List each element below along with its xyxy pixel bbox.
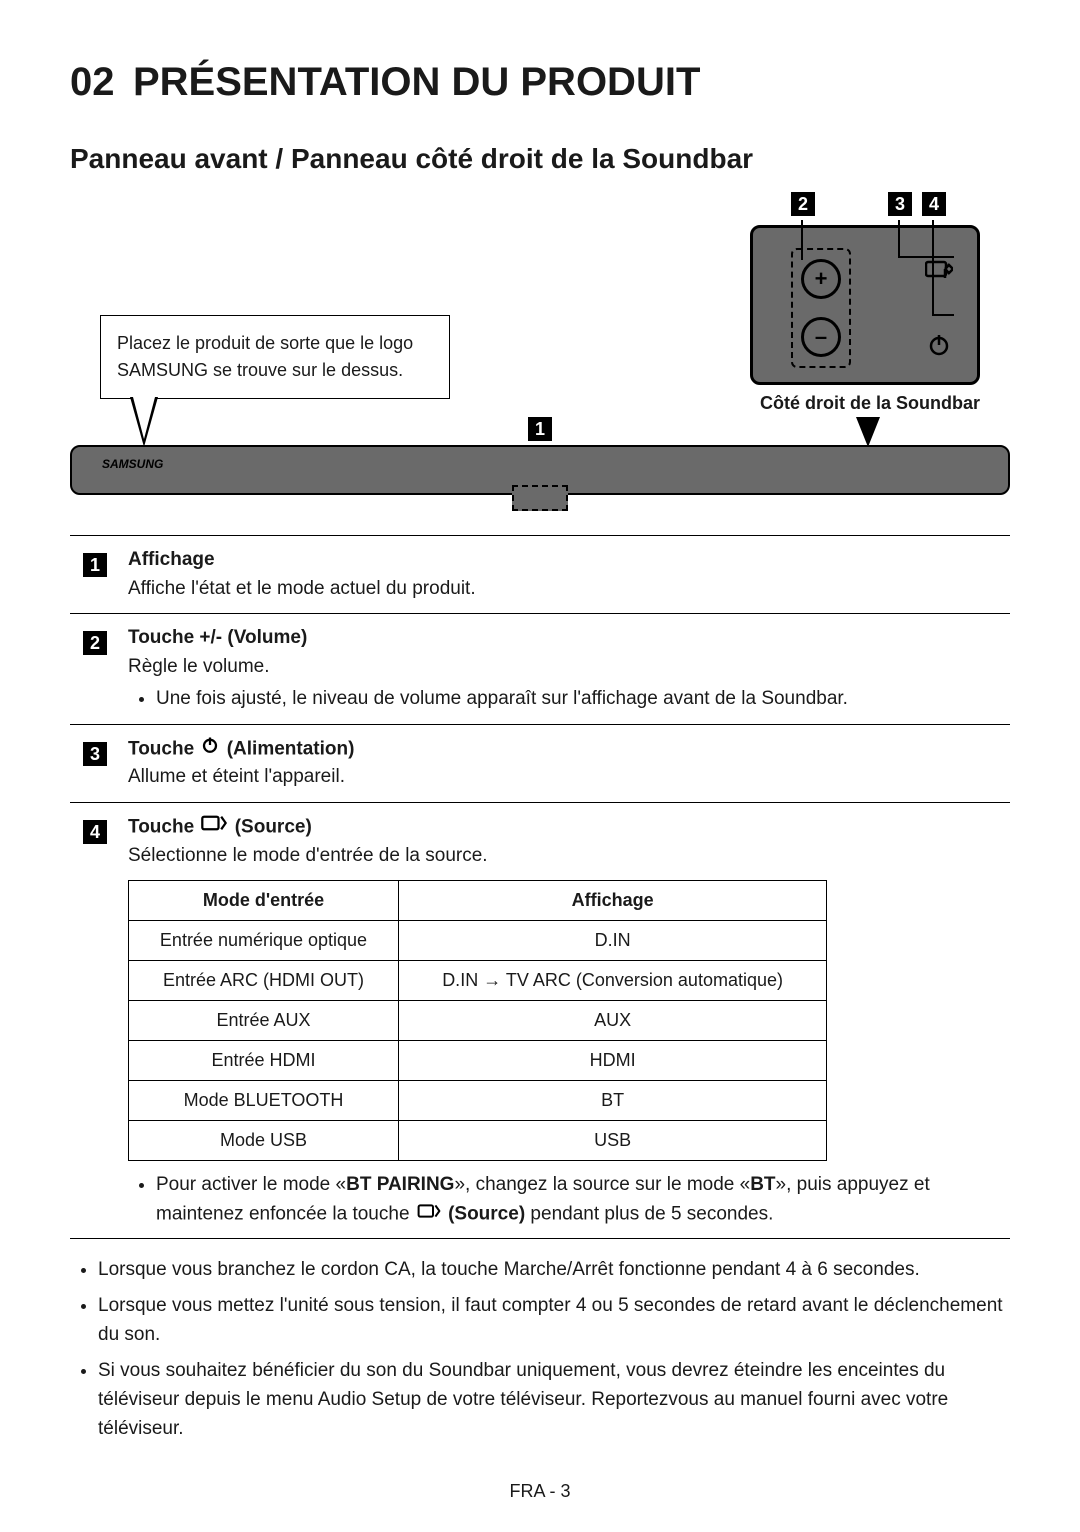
table-row: Mode BLUETOOTHBT bbox=[129, 1081, 827, 1121]
marker-2: 2 bbox=[791, 192, 815, 216]
power-icon bbox=[201, 735, 219, 764]
table-row: Entrée numérique optiqueD.IN bbox=[129, 921, 827, 961]
row-2-title: Touche +/- (Volume) bbox=[128, 624, 1002, 653]
row-3-title: Touche (Alimentation) bbox=[128, 735, 1002, 764]
section-number: 02 bbox=[70, 60, 115, 105]
marker-4: 4 bbox=[922, 192, 946, 216]
row-1-desc: Affiche l'état et le mode actuel du prod… bbox=[128, 575, 1002, 604]
desc-row-2: 2 Touche +/- (Volume) Règle le volume. U… bbox=[70, 614, 1010, 725]
th-mode: Mode d'entrée bbox=[129, 881, 399, 921]
row-3-desc: Allume et éteint l'appareil. bbox=[128, 763, 1002, 792]
table-row: Mode USBUSB bbox=[129, 1121, 827, 1161]
side-panel-label: Côté droit de la Soundbar bbox=[760, 393, 980, 414]
notes-list: Lorsque vous branchez le cordon CA, la t… bbox=[98, 1255, 1010, 1444]
volume-down-button: – bbox=[801, 317, 841, 357]
source-icon bbox=[201, 813, 227, 842]
power-icon bbox=[927, 333, 951, 362]
note-1: Lorsque vous branchez le cordon CA, la t… bbox=[98, 1255, 1010, 1284]
row-num-4: 4 bbox=[83, 820, 107, 844]
note-3: Si vous souhaitez bénéficier du son du S… bbox=[98, 1356, 1010, 1444]
row-num-3: 3 bbox=[83, 742, 107, 766]
row-num-1: 1 bbox=[83, 553, 107, 577]
marker-3: 3 bbox=[888, 192, 912, 216]
source-icon bbox=[417, 1200, 441, 1229]
desc-row-1: 1 Affichage Affiche l'état et le mode ac… bbox=[70, 536, 1010, 614]
soundbar-front: SAMSUNG bbox=[70, 445, 1010, 495]
page-number: FRA - 3 bbox=[0, 1481, 1080, 1502]
placement-callout: Placez le produit de sorte que le logo S… bbox=[100, 315, 450, 399]
row-2-desc: Règle le volume. bbox=[128, 653, 1002, 682]
row-4-footnote: Pour activer le mode «BT PAIRING», chang… bbox=[156, 1171, 1002, 1228]
subsection-title: Panneau avant / Panneau côté droit de la… bbox=[70, 143, 1010, 175]
table-row: Entrée HDMIHDMI bbox=[129, 1041, 827, 1081]
source-icon bbox=[925, 258, 953, 285]
table-row: Entrée AUXAUX bbox=[129, 1001, 827, 1041]
description-table: 1 Affichage Affiche l'état et le mode ac… bbox=[70, 535, 1010, 1239]
marker-1: 1 bbox=[528, 417, 552, 441]
desc-row-4: 4 Touche (Source) Sélectionne le mode d'… bbox=[70, 802, 1010, 1239]
volume-up-button: + bbox=[801, 259, 841, 299]
input-mode-table: Mode d'entrée Affichage Entrée numérique… bbox=[128, 880, 827, 1161]
row-4-title: Touche (Source) bbox=[128, 813, 1002, 842]
row-num-2: 2 bbox=[83, 631, 107, 655]
brand-logo: SAMSUNG bbox=[102, 457, 163, 471]
side-panel: + – bbox=[750, 225, 980, 385]
th-display: Affichage bbox=[399, 881, 827, 921]
front-display-indicator bbox=[512, 485, 568, 511]
row-1-title: Affichage bbox=[128, 546, 1002, 575]
desc-row-3: 3 Touche (Alimentation) Allume et éteint… bbox=[70, 724, 1010, 802]
row-2-bullet: Une fois ajusté, le niveau de volume app… bbox=[156, 685, 1002, 714]
product-diagram: + – 2 3 4 Côté droit de la Soundbar Plac… bbox=[70, 195, 1010, 515]
heading: 02 PRÉSENTATION DU PRODUIT bbox=[70, 60, 1010, 105]
section-title: PRÉSENTATION DU PRODUIT bbox=[133, 60, 700, 105]
row-4-desc: Sélectionne le mode d'entrée de la sourc… bbox=[128, 842, 1002, 871]
note-2: Lorsque vous mettez l'unité sous tension… bbox=[98, 1291, 1010, 1350]
table-row: Entrée ARC (HDMI OUT)D.IN → TV ARC (Conv… bbox=[129, 961, 827, 1001]
volume-button-group: + – bbox=[791, 248, 851, 368]
